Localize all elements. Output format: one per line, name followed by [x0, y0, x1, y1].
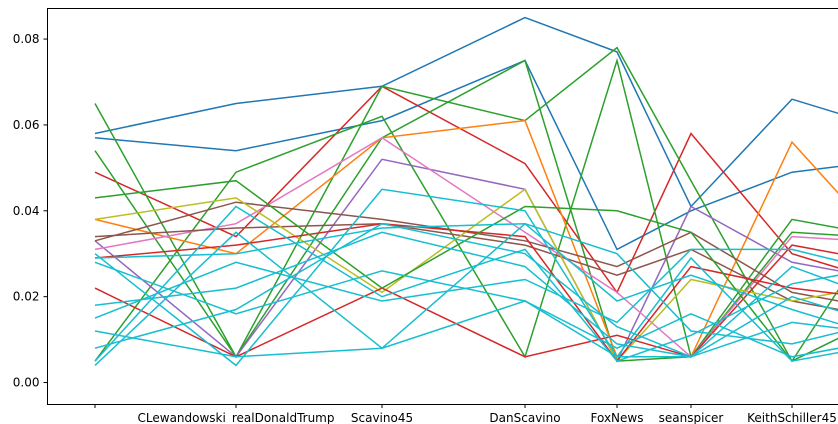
- series-line: [94, 59, 838, 251]
- y-tick-label: 0.08: [13, 32, 40, 46]
- x-tick-label: KeithSchiller45: [747, 411, 837, 424]
- series-line: [94, 256, 838, 362]
- y-tick-label: 0.04: [13, 204, 40, 218]
- y-tick-label: 0.06: [13, 118, 40, 132]
- series-line: [94, 188, 838, 367]
- series-line: [94, 222, 838, 325]
- series-line: [94, 201, 838, 302]
- y-tick-label: 0.02: [13, 290, 40, 304]
- plot-frame: [47, 8, 838, 405]
- x-tick-label: CLewandowski_realDonaldTrump: [138, 411, 335, 424]
- x-tick-label: Scavino45: [351, 411, 413, 424]
- series-line: [94, 188, 838, 363]
- series-lines: [94, 16, 838, 367]
- y-axis-ticks: 0.00 0.02 0.04 0.06 0.08: [13, 32, 48, 390]
- x-tick-label: DanScavino: [489, 411, 560, 424]
- x-tick-label: seanspicer: [659, 411, 724, 424]
- series-line: [94, 222, 838, 366]
- series-line: [94, 231, 838, 358]
- series-line: [94, 261, 838, 358]
- y-tick-label: 0.00: [13, 376, 40, 390]
- series-line: [94, 244, 838, 358]
- series-line: [94, 85, 838, 294]
- series-line: [94, 179, 838, 363]
- series-line: [94, 46, 838, 363]
- series-line: [94, 16, 838, 208]
- series-line: [94, 248, 838, 324]
- series-line: [94, 222, 838, 363]
- x-tick-label: FoxNews: [591, 411, 644, 424]
- series-line: [94, 222, 838, 358]
- x-axis-ticks: CLewandowski_realDonaldTrump Scavino45 Dan…: [94, 404, 837, 424]
